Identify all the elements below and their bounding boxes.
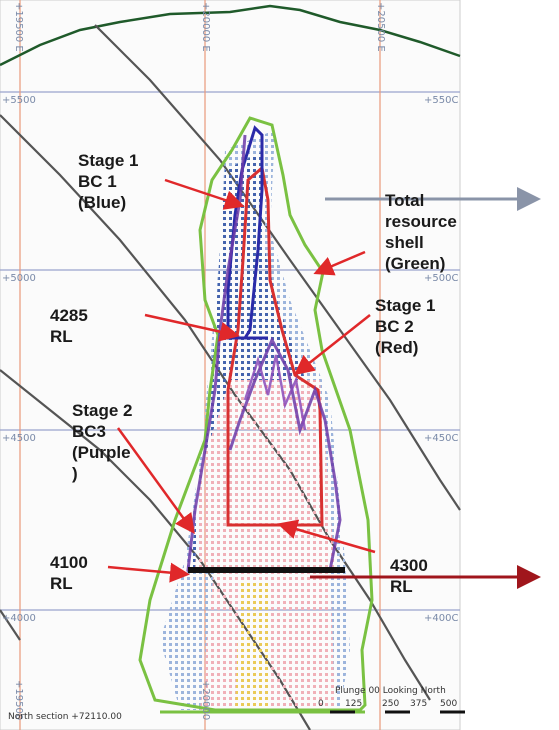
rl-label-left-4000: +4000 bbox=[2, 613, 36, 624]
plunge-label: Plunge 00 Looking North bbox=[335, 686, 446, 696]
stage2-bc3-peaks bbox=[243, 354, 307, 431]
rl-label-left-5500: +5500 bbox=[2, 95, 36, 106]
label-total-resource-shell: Total resource shell (Green) bbox=[385, 191, 457, 273]
label-stage2-bc3: Stage 2 BC3 (Purple ) bbox=[72, 401, 133, 483]
easting-label-20000: +20000 E bbox=[200, 2, 211, 52]
label-stage1-bc1: Stage 1 BC 1 (Blue) bbox=[78, 151, 139, 212]
rl-label-right-4500: +450C bbox=[424, 433, 459, 444]
easting-label-19500: +19500 E bbox=[13, 2, 24, 52]
label-rl-4100: 4100 RL bbox=[50, 553, 88, 593]
label-stage1-bc2: Stage 1 BC 2 (Red) bbox=[375, 296, 436, 357]
scale-tick-250: 250 bbox=[382, 699, 400, 709]
rl-label-right-5500: +550C bbox=[424, 95, 459, 106]
topography-line bbox=[0, 4, 461, 67]
easting-label-20500: +20500 E bbox=[375, 2, 386, 52]
scale-tick-500: 500 bbox=[440, 699, 458, 709]
rl-label-left-5000: +5000 bbox=[2, 273, 36, 284]
total-resource-shell bbox=[138, 116, 374, 712]
label-rl-4300: 4300 RL bbox=[390, 556, 428, 596]
rl-label-right-5000: +500C bbox=[424, 273, 459, 284]
scale-tick-125: 125 bbox=[345, 699, 363, 709]
label-rl-4285: 4285 RL bbox=[50, 306, 88, 346]
north-section-label: North section +72110.00 bbox=[8, 712, 122, 722]
annotation-arrows bbox=[107, 178, 541, 589]
easting-label-20000-bottom: +20000 bbox=[200, 680, 211, 721]
scale-tick-0: 0 bbox=[318, 699, 324, 709]
rl-label-left-4500: +4500 bbox=[2, 433, 36, 444]
scale-tick-375: 375 bbox=[410, 699, 428, 709]
rl-label-right-4000: +400C bbox=[424, 613, 459, 624]
